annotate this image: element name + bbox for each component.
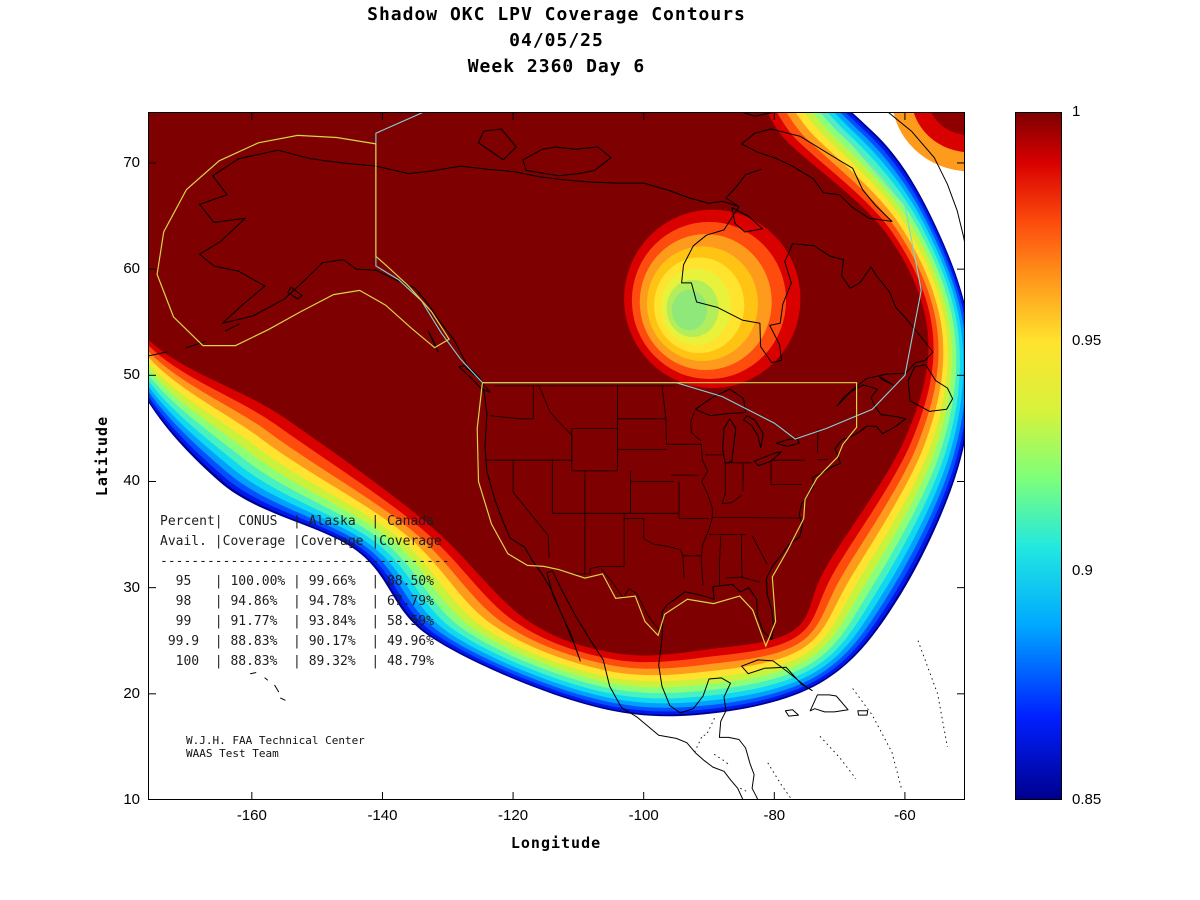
- credit-line-2: WAAS Test Team: [186, 747, 279, 760]
- y-tick-label: 60: [123, 260, 140, 278]
- geography-outlines: [148, 112, 965, 800]
- chart-week-day: Week 2360 Day 6: [467, 56, 646, 77]
- map-plot-area: Percent| CONUS | Alaska | Canada Avail. …: [148, 112, 965, 800]
- colorbar-tick-label: 0.85: [1072, 791, 1102, 808]
- y-tick-label: 20: [123, 684, 140, 702]
- chart-title: Shadow OKC LPV Coverage Contours: [367, 4, 746, 25]
- y-tick-label: 50: [123, 366, 140, 384]
- coverage-contour-map: [148, 112, 965, 800]
- coverage-table: Percent| CONUS | Alaska | Canada Avail. …: [160, 514, 450, 669]
- x-tick-label: -120: [498, 807, 529, 824]
- y-tick-label: 10: [123, 791, 140, 808]
- chart-title-block: Shadow OKC LPV Coverage Contours 04/05/2…: [148, 2, 965, 80]
- colorbar-tick-label: 0.95: [1072, 332, 1102, 350]
- colorbar: [1015, 112, 1062, 800]
- x-axis-label: Longitude: [510, 834, 602, 852]
- alaska-service-volume-outline: [156, 134, 450, 349]
- credit-text: W.J.H. FAA Technical Center WAAS Test Te…: [186, 734, 365, 760]
- x-tick-label: -60: [894, 807, 916, 824]
- credit-line-1: W.J.H. FAA Technical Center: [186, 734, 365, 747]
- axes-box: [148, 112, 965, 800]
- colorbar-tick-label: 1: [1072, 103, 1081, 120]
- y-tick-label: 30: [123, 578, 140, 596]
- x-tick-label: -140: [367, 807, 398, 824]
- y-tick-label: 70: [123, 153, 140, 171]
- x-tick-label: -160: [236, 807, 267, 824]
- colorbar-gradient: [1016, 113, 1061, 799]
- canada-service-volume-outline: [375, 112, 922, 440]
- conus-service-volume-outline: [476, 382, 858, 648]
- x-tick-label: -80: [763, 807, 786, 824]
- colorbar-tick-label: 0.9: [1072, 561, 1093, 579]
- chart-date: 04/05/25: [509, 30, 604, 51]
- y-tick-label: 40: [123, 472, 140, 490]
- x-tick-label: -100: [628, 807, 659, 824]
- contour-bands: [148, 112, 965, 717]
